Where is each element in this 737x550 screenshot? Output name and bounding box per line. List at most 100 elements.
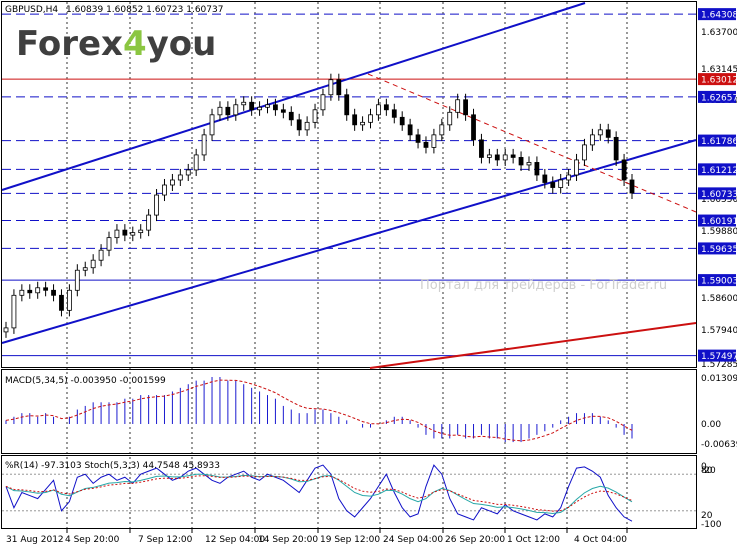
price-tag-label: 1.59003 — [701, 277, 737, 287]
candle-body — [455, 99, 461, 113]
candle-body — [217, 106, 223, 116]
candle-body — [629, 179, 635, 194]
candle-body — [542, 174, 548, 183]
candle-body — [59, 294, 64, 311]
candle-body — [574, 159, 579, 176]
candle-body — [597, 129, 603, 136]
candle-body — [257, 106, 262, 111]
y-tick-label: 1.57285 — [701, 360, 737, 370]
price-panel-frame — [1, 1, 697, 368]
stoch-tick-label: -100 — [701, 520, 722, 530]
price-tag-label: 1.62657 — [701, 93, 737, 103]
price-tag-label: 1.59635 — [701, 245, 737, 255]
channel-upper — [1, 2, 586, 191]
candle-body — [391, 109, 397, 118]
price-tag — [698, 163, 736, 176]
candle-body — [106, 237, 112, 251]
x-tick-label: 1 Oct 12:00 — [507, 535, 560, 545]
x-tick-label: 26 Sep 20:00 — [445, 535, 505, 545]
price-tags: 1.64308 1.63012 1.62657 1.61786 1.61212 1.607… — [698, 8, 737, 362]
candle-body — [98, 249, 104, 261]
macd-tick-label: 0.00 — [701, 420, 721, 430]
price-tag — [698, 90, 736, 103]
candle-body — [304, 121, 310, 131]
candle-body — [558, 179, 564, 188]
candle-body — [399, 116, 405, 126]
y-tick-label: 1.63145 — [701, 65, 737, 75]
candle-body — [273, 104, 278, 111]
candle-body — [114, 229, 120, 239]
price-tag-label: 1.57497 — [701, 352, 737, 362]
candle-body — [288, 111, 294, 121]
price-tag — [698, 8, 736, 21]
candle-body — [502, 154, 508, 161]
price-tag — [698, 274, 736, 287]
candle-body — [193, 154, 199, 171]
candle-body — [122, 229, 128, 236]
price-tag-label: 1.64308 — [701, 11, 737, 21]
candle-body — [566, 174, 572, 181]
candle-body — [170, 179, 175, 186]
candle-body — [510, 154, 516, 158]
candle-body — [185, 169, 191, 176]
x-tick-label: 24 Sep 04:00 — [383, 535, 443, 545]
price-tag — [698, 349, 736, 362]
x-tick-label: 19 Sep 12:00 — [320, 535, 380, 545]
candle-body — [463, 99, 468, 116]
forex4you-logo: Forex4you — [16, 24, 216, 64]
price-tag-label: 1.61212 — [701, 166, 737, 176]
candle-body — [407, 124, 413, 136]
x-tick-label: 14 Sep 20:00 — [258, 535, 318, 545]
candle-body — [225, 106, 231, 116]
macd-histogram — [5, 377, 633, 443]
candle-body — [90, 259, 96, 269]
williams-r-line — [5, 464, 633, 522]
y-tick-label: 1.60550 — [701, 195, 737, 205]
stoch-label: %R(14) -97.3103 Stoch(5,3,3) 44.7548 45.… — [5, 461, 220, 471]
candle-body — [130, 232, 136, 236]
price-tag-label: 1.60733 — [701, 190, 737, 200]
x-tick-label: 7 Sep 12:00 — [138, 535, 193, 545]
candle-body — [550, 182, 556, 188]
y-tick-label: 1.63700 — [701, 28, 737, 38]
candle-body — [605, 129, 611, 138]
candle-body — [479, 139, 484, 158]
candle-body — [201, 134, 207, 156]
candle-body — [3, 327, 9, 333]
candle-body — [526, 162, 532, 166]
trendlines — [1, 2, 697, 369]
price-tag-label: 1.61786 — [701, 137, 737, 147]
candle-body — [154, 194, 159, 216]
y-tick-label: 1.57940 — [701, 326, 737, 336]
candle-body — [336, 79, 342, 96]
candle-body — [383, 104, 389, 111]
candle-body — [439, 124, 445, 136]
candle-body — [162, 184, 167, 196]
candle-body — [138, 229, 144, 234]
candle-body — [431, 134, 437, 148]
candle-body — [74, 269, 80, 291]
candle-body — [177, 174, 183, 181]
candle-body — [352, 114, 358, 126]
macd-tick-label: -0.00639 — [701, 440, 737, 450]
candle-body — [368, 114, 373, 123]
candle-body — [11, 294, 17, 329]
macd-signal — [5, 379, 633, 442]
candle-body — [518, 157, 524, 166]
candle-body — [249, 101, 255, 111]
candle-body — [265, 104, 270, 108]
candle-body — [494, 154, 500, 161]
price-tag — [698, 134, 736, 147]
price-tag — [698, 214, 736, 227]
candle-body — [376, 104, 381, 116]
candle-body — [233, 104, 239, 116]
candle-body — [27, 289, 33, 294]
symbol-label: GBPUSD,H4 — [5, 5, 58, 15]
candle-body — [241, 101, 247, 106]
candle-body — [582, 144, 587, 161]
candle-body — [415, 134, 421, 143]
candle-body — [280, 109, 286, 113]
candle-body — [447, 111, 453, 126]
